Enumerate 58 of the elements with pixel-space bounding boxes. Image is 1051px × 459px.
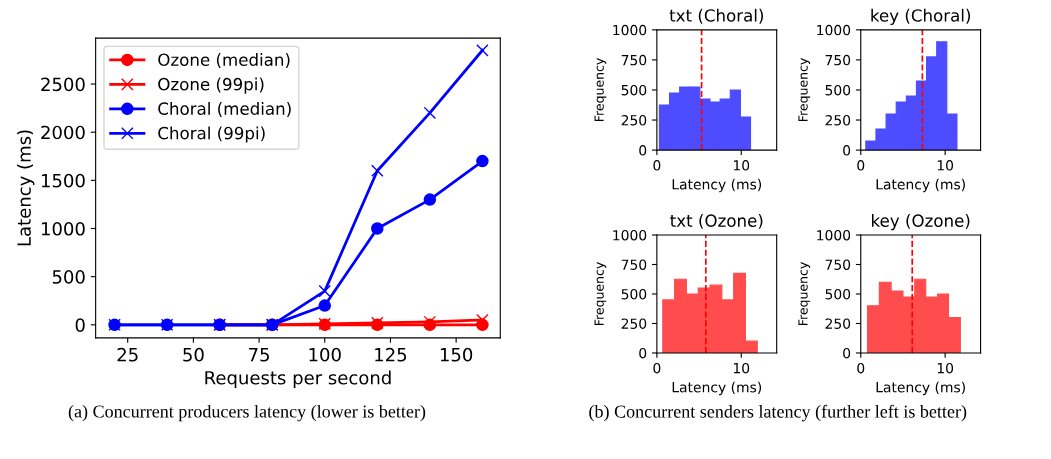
chart-title: key (Ozone): [872, 214, 970, 231]
y-tick-label: 1500: [41, 173, 85, 188]
y-tick-label: 500: [825, 288, 851, 300]
y-tick-label: 500: [52, 270, 85, 284]
legend-label: Choral (99pi): [158, 126, 265, 143]
y-tick-label: 250: [621, 318, 647, 329]
y-tick-label: 750: [621, 259, 647, 270]
y-tick-label: 1000: [817, 24, 851, 36]
x-tick-label: 10: [733, 362, 750, 374]
x-axis-title: Latency (ms): [672, 178, 762, 193]
x-tick-label: 50: [183, 347, 204, 362]
y-tick-label: 0: [75, 318, 85, 332]
y-tick-label: 500: [621, 288, 647, 300]
y-tick-label: 0: [639, 145, 647, 156]
x-tick-label: 25: [117, 347, 138, 362]
chart-title: txt (Ozone): [670, 214, 763, 229]
y-tick-label: 500: [621, 84, 647, 96]
x-tick-label: 0: [857, 362, 865, 374]
text: (b) Concurrent senders latency (further left is better): [589, 404, 967, 422]
x-tick-label: 75: [249, 348, 269, 362]
x-tick-label: 0: [653, 362, 661, 374]
chart-title: key (Choral): [871, 8, 971, 25]
x-tick-label: 125: [375, 347, 407, 362]
y-tick-label: 2500: [41, 77, 85, 92]
x-tick-label: 10: [937, 160, 954, 171]
legend-label: Ozone (median): [158, 53, 290, 68]
y-tick-label: 250: [825, 318, 851, 329]
x-tick-label: 10: [937, 362, 954, 374]
y-tick-label: 0: [843, 145, 851, 156]
x-axis-title: Latency (ms): [876, 381, 965, 396]
y-tick-label: 500: [825, 84, 851, 96]
y-tick-label: 1000: [817, 229, 851, 241]
y-tick-label: 250: [621, 115, 647, 126]
x-axis-title: Requests per second: [205, 370, 391, 389]
y-tick-label: 1000: [613, 24, 647, 36]
y-tick-label: 750: [825, 259, 851, 270]
y-tick-label: 2000: [41, 125, 85, 140]
x-tick-label: 0: [857, 160, 865, 171]
x-tick-label: 0: [653, 160, 661, 171]
x-tick-label: 10: [733, 160, 750, 171]
y-tick-label: 750: [825, 54, 851, 66]
x-axis-title: Latency (ms): [672, 381, 762, 396]
legend-label: Ozone (99pi): [158, 77, 264, 94]
x-tick-label: 150: [440, 347, 473, 362]
x-tick-label: 100: [309, 347, 341, 362]
y-tick-label: 250: [825, 115, 851, 126]
y-axis-title: Frequency: [798, 262, 811, 326]
y-tick-label: 750: [621, 54, 647, 66]
y-axis-title: Latency (ms): [16, 130, 35, 246]
y-tick-label: 1000: [613, 229, 647, 241]
text: (a) Concurrent producers latency (lower is better): [68, 404, 426, 422]
y-axis-title: Frequency: [594, 58, 607, 122]
x-axis-title: Latency (ms): [876, 178, 965, 193]
chart-title: txt (Choral): [669, 8, 764, 24]
y-axis-title: Frequency: [798, 58, 811, 122]
y-tick-label: 1000: [41, 221, 85, 236]
y-axis-title: Frequency: [594, 262, 607, 326]
legend-label: Choral (median): [158, 102, 291, 117]
